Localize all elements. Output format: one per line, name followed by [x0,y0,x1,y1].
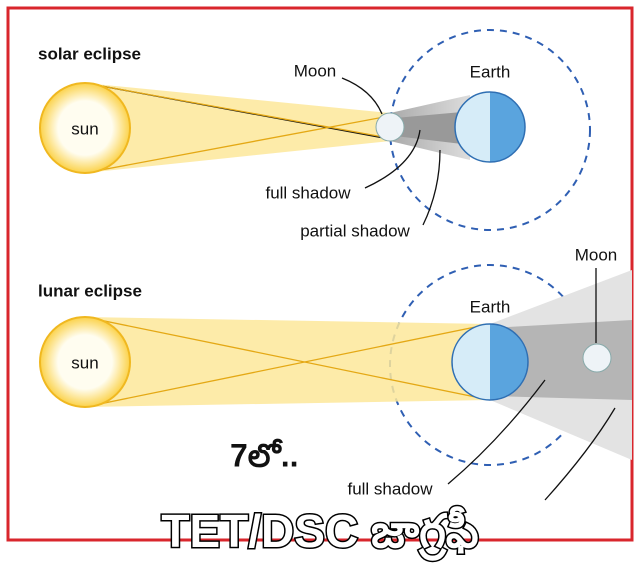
full-shadow-label: full shadow [347,479,433,498]
section-title: lunar eclipse [38,281,142,300]
moon-label: Moon [575,245,618,264]
full-shadow-label: full shadow [265,183,351,202]
earth-label: Earth [470,62,511,81]
overlay-number: 7లో.. [230,437,299,473]
earth-label: Earth [470,297,511,316]
moon [583,344,611,372]
light-cone [85,317,490,407]
sun-label: sun [71,119,98,138]
section-title: solar eclipse [38,44,141,63]
sun-label: sun [71,353,98,372]
partial-shadow-label: partial shadow [300,221,410,240]
overlay-banner: TET/DSC జాగ్రఫీ [161,505,478,561]
moon-label: Moon [294,61,337,80]
eclipse-diagram: solar eclipse sun Moon Earth full shadow… [0,0,640,568]
moon [376,113,404,141]
